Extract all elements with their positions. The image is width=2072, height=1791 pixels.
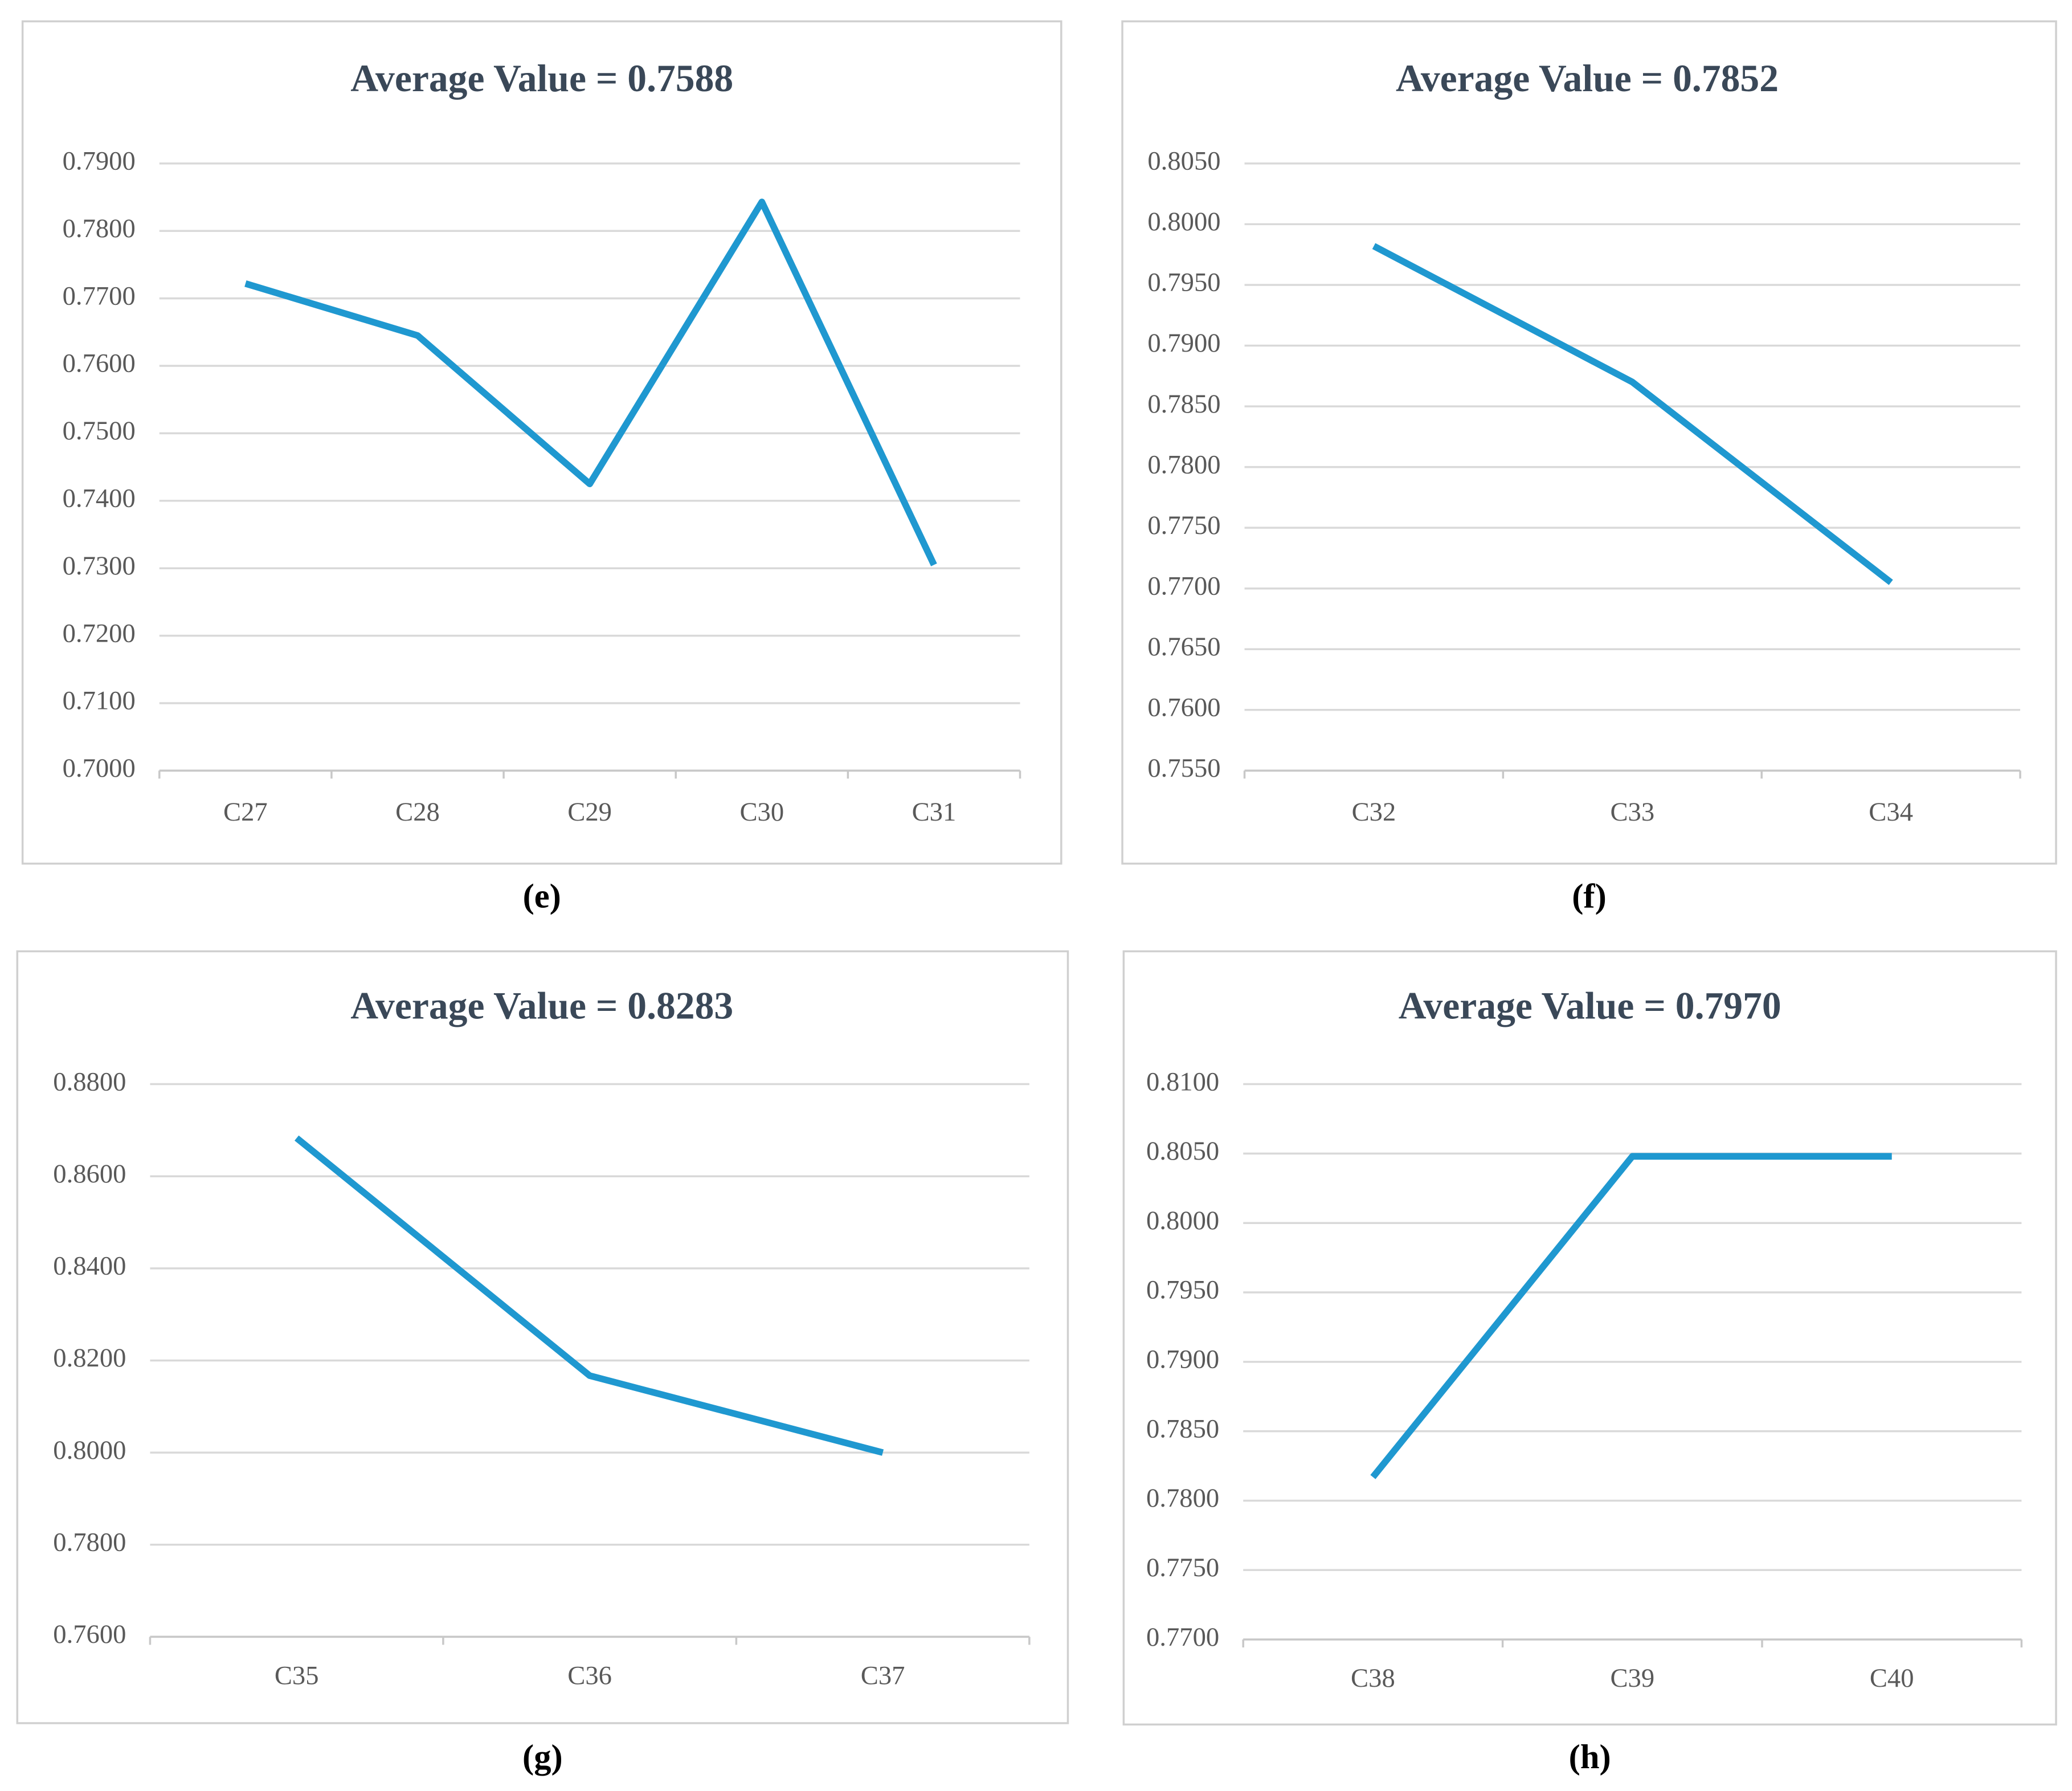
data-line	[244, 198, 937, 566]
y-tick-label: 0.7750	[1146, 1553, 1219, 1582]
x-tick-label: C37	[861, 1661, 905, 1690]
y-tick-label: 0.8050	[1146, 1136, 1219, 1166]
x-tick-label: C32	[1352, 797, 1396, 827]
x-tick-label: C36	[567, 1661, 612, 1690]
y-tick-label: 0.7600	[53, 1619, 126, 1649]
data-line	[295, 1135, 884, 1456]
y-tick-label: 0.7800	[63, 214, 136, 243]
y-tick-label: 0.7900	[63, 146, 136, 176]
caption: (f)	[1572, 877, 1607, 915]
caption: (g)	[522, 1738, 563, 1776]
x-tick-label: C34	[1869, 797, 1913, 827]
y-tick-label: 0.7500	[63, 416, 136, 446]
y-tick-label: 0.7300	[63, 551, 136, 581]
y-tick-label: 0.8000	[1147, 207, 1220, 236]
y-tick-label: 0.7650	[1147, 632, 1220, 662]
y-tick-label: 0.8200	[53, 1343, 126, 1373]
caption: (h)	[1569, 1738, 1611, 1776]
y-tick-label: 0.8100	[1146, 1067, 1219, 1096]
caption: (e)	[523, 877, 561, 915]
y-tick-label: 0.8400	[53, 1251, 126, 1281]
x-tick-label: C40	[1870, 1663, 1914, 1693]
y-tick-label: 0.7950	[1146, 1275, 1219, 1305]
data-line	[1372, 243, 1893, 585]
x-tick-label: C29	[567, 797, 612, 827]
y-tick-label: 0.8000	[1146, 1206, 1219, 1235]
y-tick-label: 0.7850	[1146, 1414, 1219, 1443]
y-tick-label: 0.8000	[53, 1435, 126, 1465]
chart-title: Average Value = 0.7852	[1396, 57, 1779, 100]
y-tick-label: 0.7700	[1147, 571, 1220, 601]
y-tick-label: 0.7900	[1146, 1345, 1219, 1374]
x-tick-label: C31	[912, 797, 957, 827]
x-tick-label: C27	[223, 797, 268, 827]
y-tick-label: 0.7900	[1147, 328, 1220, 358]
x-tick-label: C35	[275, 1661, 319, 1690]
y-tick-label: 0.7700	[63, 281, 136, 311]
chart-title: Average Value = 0.7970	[1399, 985, 1781, 1027]
y-tick-label: 0.7400	[63, 484, 136, 513]
y-tick-label: 0.7100	[63, 686, 136, 716]
y-tick-label: 0.7700	[1146, 1622, 1219, 1652]
y-tick-label: 0.7850	[1147, 389, 1220, 419]
chart-title: Average Value = 0.7588	[350, 57, 733, 100]
x-tick-label: C38	[1351, 1663, 1395, 1693]
chart-frame	[1122, 950, 2057, 1726]
y-tick-label: 0.7800	[1146, 1483, 1219, 1513]
y-tick-label: 0.7800	[1147, 450, 1220, 479]
y-tick-label: 0.8600	[53, 1159, 126, 1189]
y-tick-label: 0.7750	[1147, 511, 1220, 540]
y-tick-label: 0.7800	[53, 1527, 126, 1557]
y-tick-label: 0.7550	[1147, 753, 1220, 783]
y-tick-label: 0.7600	[1147, 693, 1220, 723]
chart-title: Average Value = 0.8283	[350, 985, 733, 1027]
y-tick-label: 0.8800	[53, 1067, 126, 1096]
data-line	[1370, 1153, 1892, 1479]
x-tick-label: C39	[1610, 1663, 1654, 1693]
chart-frame	[1121, 20, 2057, 865]
y-tick-label: 0.7600	[63, 349, 136, 378]
x-tick-label: C33	[1610, 797, 1654, 827]
y-tick-label: 0.8050	[1147, 146, 1220, 176]
y-tick-label: 0.7950	[1147, 268, 1220, 297]
x-tick-label: C30	[739, 797, 784, 827]
x-tick-label: C28	[395, 797, 440, 827]
y-tick-label: 0.7000	[63, 753, 136, 783]
y-tick-label: 0.7200	[63, 618, 136, 648]
